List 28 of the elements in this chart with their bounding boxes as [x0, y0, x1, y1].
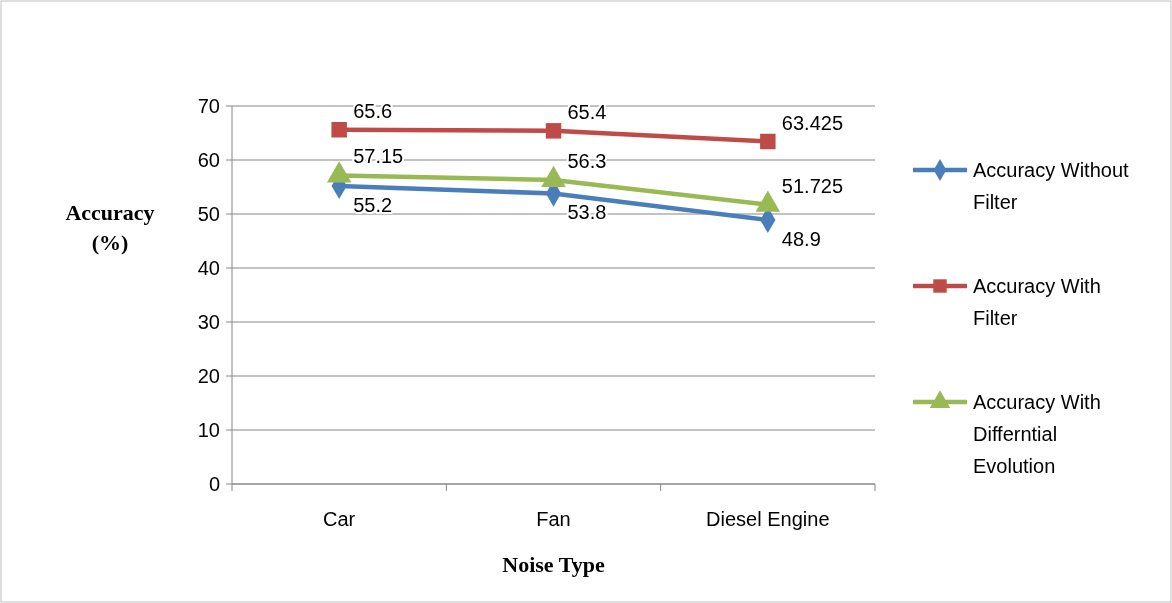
point — [545, 123, 562, 139]
data-label: 56.3 — [567, 149, 607, 172]
legend-label: Accuracy Without Filter — [973, 159, 1130, 213]
y-tick-label: 0 — [208, 473, 220, 495]
x-tick-label: Diesel Engine — [706, 508, 830, 530]
data-label: 48.9 — [781, 227, 821, 250]
x-tick-label: Fan — [536, 508, 571, 530]
y-tick-label: 30 — [197, 311, 220, 333]
legend-label: Accuracy With Differntial Evolution — [973, 391, 1101, 477]
data-label: 51.725 — [781, 174, 844, 197]
x-axis-title: Noise Type — [502, 552, 605, 577]
legend-label: Accuracy With Filter — [973, 275, 1101, 329]
y-tick-label: 40 — [197, 257, 220, 279]
point — [760, 133, 776, 150]
data-label: 57.15 — [353, 145, 404, 168]
y-tick-label: 70 — [197, 95, 220, 117]
data-label: 63.425 — [781, 111, 844, 134]
x-tick-label: Car — [323, 508, 356, 530]
y-tick-label: 60 — [197, 149, 220, 171]
data-label: 65.6 — [353, 99, 393, 122]
y-tick-label: 20 — [197, 365, 220, 387]
data-label: 65.4 — [567, 100, 607, 123]
data-label: 53.8 — [567, 201, 607, 224]
y-axis-title: Accuracy (%) — [65, 200, 155, 255]
y-tick-label: 10 — [197, 419, 220, 441]
point — [331, 122, 347, 138]
y-tick-label: 50 — [197, 203, 220, 225]
data-label: 55.2 — [353, 193, 393, 216]
